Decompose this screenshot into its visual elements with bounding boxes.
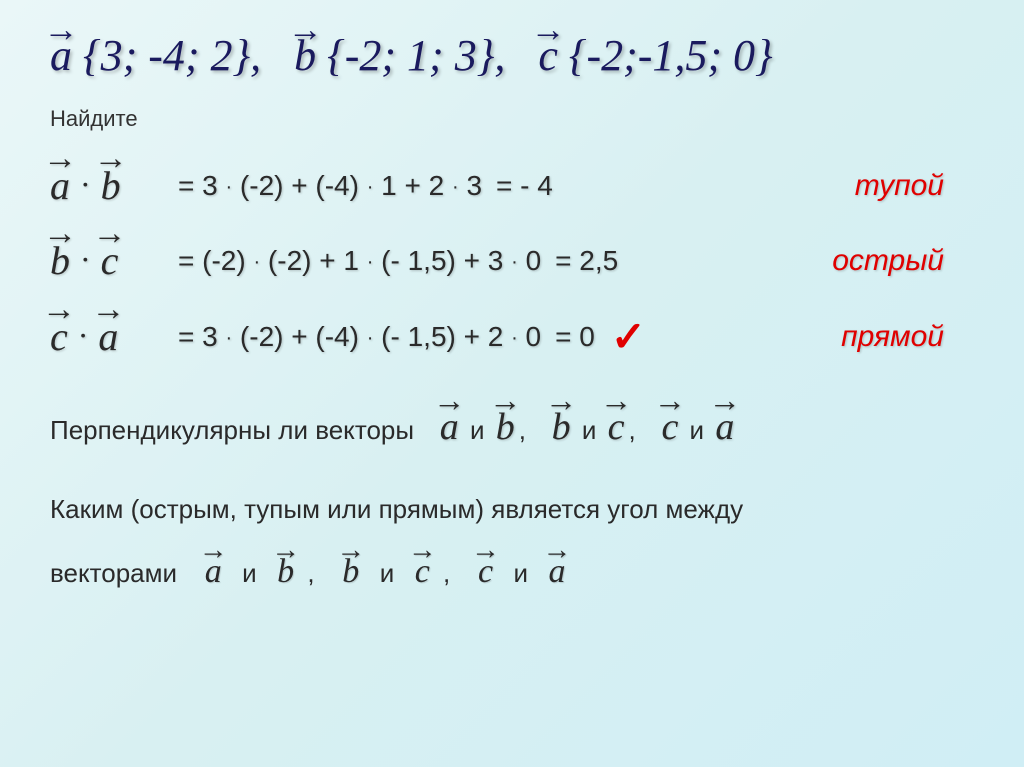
result: = - 4 bbox=[496, 170, 553, 202]
angle-type-vectors: векторами a и b , b и c , c и a bbox=[50, 553, 974, 591]
dot-product-row: a · b= 3 · (-2) + (-4) · 1 + 2 · 3 = - 4 т… bbox=[50, 162, 974, 209]
expression: = (-2) · (-2) + 1 · (- 1,5) + 3 · 0 bbox=[178, 245, 541, 277]
vector-c: c bbox=[604, 389, 629, 465]
angle-type: прямой bbox=[841, 320, 974, 354]
dot-product-row: c · a= 3 · (-2) + (-4) · (- 1,5) + 2 · 0… bbox=[50, 312, 974, 361]
vector-b: b bbox=[271, 553, 300, 591]
vector-definitions: a {3; -4; 2}, b {-2; 1; 3}, c {-2;-1,5; … bbox=[50, 30, 974, 81]
vector-b: b bbox=[336, 553, 365, 591]
perpendicular-question: Перпендикулярны ли векторы a и b, b и c,… bbox=[50, 389, 974, 465]
vector-product: a · b bbox=[50, 162, 170, 209]
angle-type: острый bbox=[832, 244, 974, 278]
vector-a: a bbox=[542, 553, 571, 591]
vector-product: c · a bbox=[50, 313, 170, 360]
dot-product-row: b · c= (-2) · (-2) + 1 · (- 1,5) + 3 · 0… bbox=[50, 237, 974, 284]
vector-c: c bbox=[472, 553, 499, 591]
angle-type-question: Каким (острым, тупым или прямым) являетс… bbox=[50, 483, 974, 535]
vector-b: b bbox=[548, 389, 575, 465]
vector-product: b · c bbox=[50, 237, 170, 284]
vector-b: b bbox=[492, 389, 519, 465]
expression: = 3 · (-2) + (-4) · (- 1,5) + 2 · 0 bbox=[178, 321, 541, 353]
check-icon: ✓ bbox=[611, 312, 646, 361]
find-label: Найдите bbox=[50, 106, 974, 132]
expression: = 3 · (-2) + (-4) · 1 + 2 · 3 bbox=[178, 170, 482, 202]
vector-c: c bbox=[657, 389, 682, 465]
result: = 0 bbox=[555, 321, 595, 353]
vector-c: c bbox=[409, 553, 436, 591]
result: = 2,5 bbox=[555, 245, 618, 277]
vector-a: a bbox=[711, 389, 738, 465]
vector-a: a bbox=[436, 389, 463, 465]
angle-type: тупой bbox=[855, 169, 974, 203]
vector-a: a bbox=[199, 553, 228, 591]
